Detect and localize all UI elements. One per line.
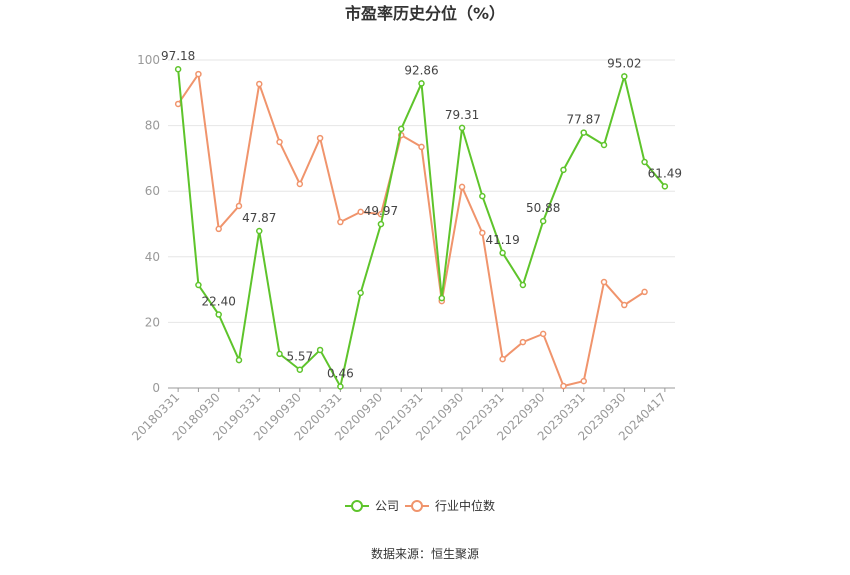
data-point (600, 141, 608, 149)
data-point (539, 330, 547, 338)
data-label: 92.86 (404, 63, 438, 77)
data-point (458, 183, 466, 191)
data-point (438, 294, 446, 302)
data-label: 41.19 (485, 233, 519, 247)
data-point (357, 289, 364, 297)
data-label: 79.31 (445, 108, 479, 122)
legend-label: 行业中位数 (435, 498, 495, 513)
data-label: 95.02 (607, 56, 641, 70)
data-point (539, 217, 547, 225)
data-point (621, 73, 628, 80)
data-point (195, 281, 202, 289)
data-point (560, 166, 567, 174)
legend-marker (411, 500, 423, 512)
data-label: 47.87 (242, 211, 276, 225)
data-point (337, 218, 344, 226)
data-point (621, 301, 628, 309)
y-tick-label: 20 (145, 315, 160, 329)
data-point (195, 70, 202, 78)
data-label: 97.18 (161, 49, 195, 63)
data-point (519, 338, 527, 346)
data-point (357, 208, 364, 216)
data-point (458, 124, 466, 132)
y-tick-label: 60 (145, 184, 160, 198)
data-point (499, 249, 506, 257)
data-label: 49.97 (364, 204, 398, 218)
y-tick-label: 0 (152, 381, 160, 395)
data-point (560, 382, 567, 390)
data-point (479, 192, 486, 200)
data-point (215, 225, 222, 233)
data-point (174, 100, 182, 108)
legend-label: 公司 (375, 499, 399, 513)
data-point (397, 125, 405, 133)
data-point (235, 356, 243, 364)
data-point (235, 202, 243, 210)
data-label: 22.40 (202, 295, 236, 309)
chart-title: 市盈率历史分位（%） (345, 4, 505, 23)
y-tick-label: 100 (137, 53, 160, 67)
data-point (256, 227, 263, 235)
data-point (499, 355, 506, 363)
data-point (418, 80, 425, 87)
data-point (580, 377, 587, 385)
data-point (479, 229, 486, 237)
data-point (641, 158, 648, 166)
data-point (661, 183, 669, 190)
data-label: 5.57 (286, 350, 313, 364)
data-point (316, 134, 324, 142)
data-point (276, 350, 283, 358)
data-point (174, 65, 182, 73)
legend-marker (351, 500, 363, 512)
data-label: 50.88 (526, 201, 560, 215)
y-tick-label: 40 (145, 250, 160, 264)
data-point (600, 278, 608, 286)
data-point (337, 383, 344, 390)
data-point (641, 288, 648, 296)
data-label: 77.87 (567, 113, 601, 127)
data-point (580, 129, 587, 136)
y-tick-label: 80 (145, 119, 160, 133)
data-point (316, 346, 324, 354)
data-point (519, 281, 527, 289)
data-label: 61.49 (648, 166, 682, 180)
series-line (177, 71, 646, 388)
data-point (418, 143, 425, 151)
source-note: 数据来源：恒生聚源 (371, 546, 479, 561)
data-label: 0.46 (327, 366, 354, 380)
data-point (276, 138, 283, 146)
data-point (215, 311, 222, 318)
data-point (256, 80, 263, 88)
data-point (296, 366, 304, 373)
data-point (296, 180, 304, 188)
data-point (377, 220, 385, 228)
